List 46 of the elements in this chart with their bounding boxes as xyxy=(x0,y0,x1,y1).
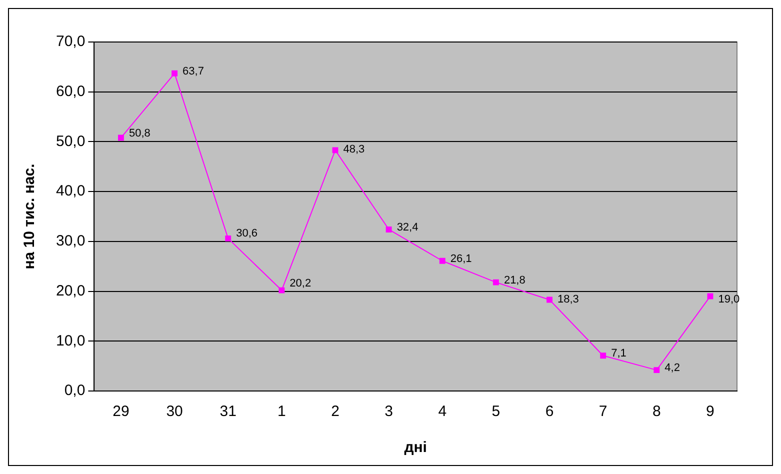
x-axis-title: дні xyxy=(404,439,427,456)
y-tick-label: 0,0 xyxy=(64,382,86,400)
x-tick-label: 8 xyxy=(652,403,661,420)
point xyxy=(439,258,446,264)
point xyxy=(654,367,660,374)
point xyxy=(707,293,714,300)
x-tick-label: 6 xyxy=(545,403,554,420)
data-label: 48,3 xyxy=(343,144,365,156)
point xyxy=(118,134,124,141)
x-tick-label: 5 xyxy=(492,403,500,420)
point xyxy=(332,147,338,154)
data-label: 20,2 xyxy=(290,277,312,290)
x-tick-label: 2 xyxy=(331,403,340,420)
point xyxy=(172,70,178,76)
point xyxy=(492,279,499,286)
y-tick-label: 30,0 xyxy=(56,232,86,250)
x-tick-label: 7 xyxy=(598,403,608,420)
x-tick-label: 4 xyxy=(438,403,447,420)
point xyxy=(225,235,232,242)
data-label: 63,7 xyxy=(182,65,204,78)
x-tick-label: 3 xyxy=(384,403,393,420)
y-tick-label: 20,0 xyxy=(56,282,86,300)
data-label: 19,0 xyxy=(718,293,740,306)
data-label: 21,8 xyxy=(504,274,526,286)
point xyxy=(546,296,552,303)
data-label: 30,6 xyxy=(236,227,258,240)
point xyxy=(386,226,392,232)
data-label: 4,2 xyxy=(664,362,680,374)
data-label: 26,1 xyxy=(450,252,472,265)
data-label: 50,8 xyxy=(128,128,150,140)
x-tick-label: 31 xyxy=(220,403,236,420)
x-tick-label: 9 xyxy=(706,403,714,420)
x-tick-label: 29 xyxy=(112,403,130,420)
data-label: 7,1 xyxy=(611,348,626,360)
y-tick-label: 70,0 xyxy=(56,33,86,50)
point xyxy=(278,287,285,294)
y-axis-title: на 10 тис. нас. xyxy=(21,164,38,270)
y-tick-label: 50,0 xyxy=(56,132,86,150)
y-tick-label: 60,0 xyxy=(56,83,86,100)
point xyxy=(600,352,606,359)
data-label: 18,3 xyxy=(558,293,579,306)
y-tick-label: 40,0 xyxy=(56,182,86,200)
x-tick-label: 1 xyxy=(278,403,286,420)
data-label: 32,4 xyxy=(396,221,418,234)
y-tick-label: 10,0 xyxy=(56,332,86,350)
x-tick-label: 30 xyxy=(166,403,183,420)
